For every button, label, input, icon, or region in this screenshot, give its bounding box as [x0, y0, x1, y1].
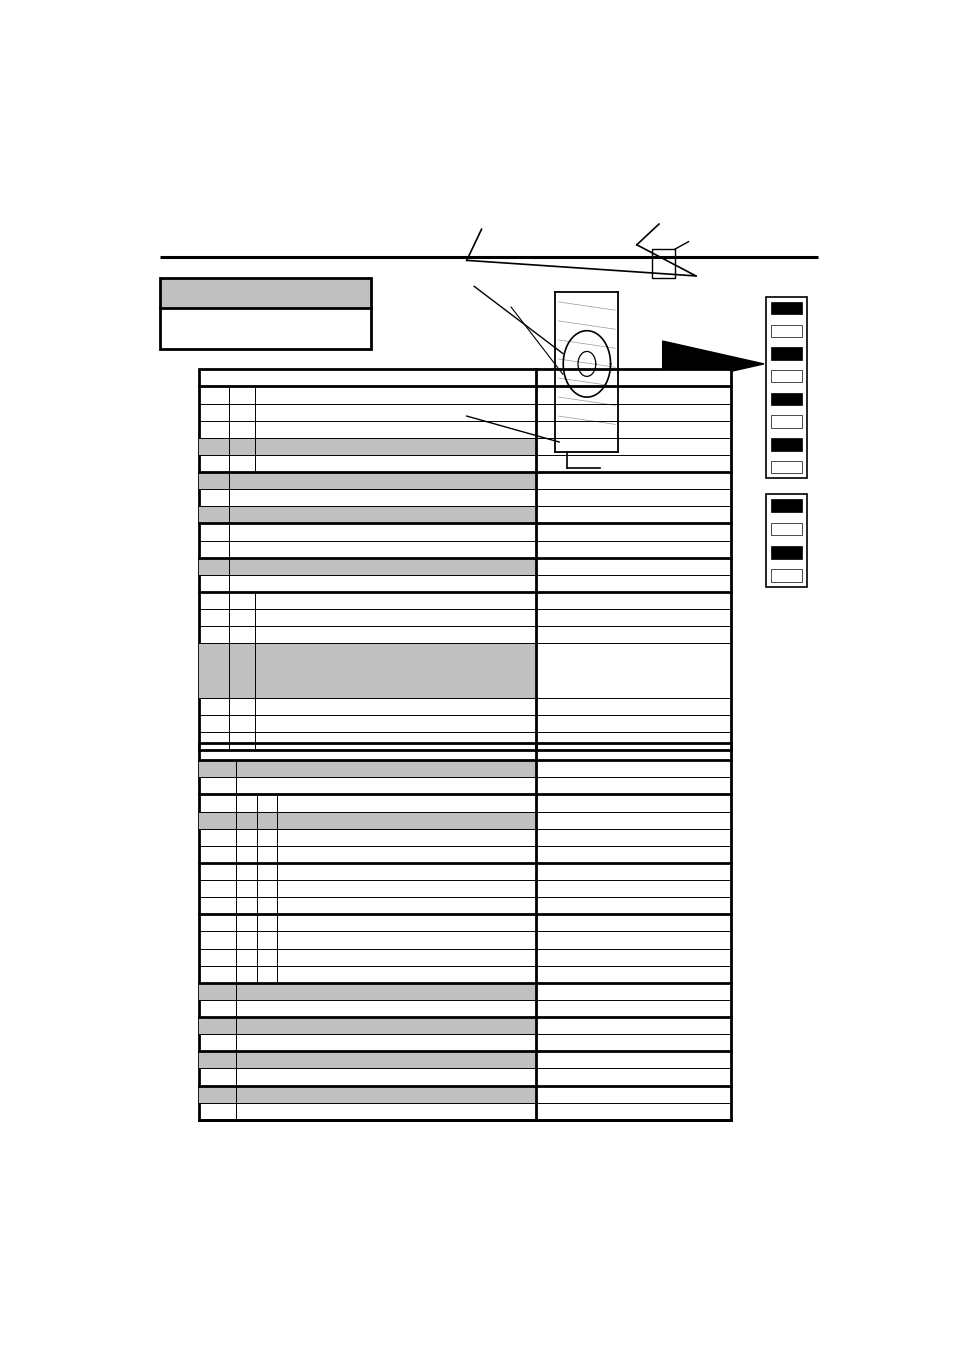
Bar: [199, 1085, 535, 1103]
Bar: [770, 523, 801, 535]
Bar: [199, 1016, 535, 1034]
Bar: [770, 499, 801, 512]
Bar: [770, 461, 801, 473]
Bar: [770, 415, 801, 427]
Bar: [160, 278, 370, 349]
Bar: [765, 297, 806, 479]
Bar: [199, 369, 731, 749]
Bar: [770, 438, 801, 450]
Bar: [770, 369, 801, 383]
Bar: [770, 302, 801, 314]
Bar: [199, 743, 731, 1120]
Bar: [770, 569, 801, 582]
Polygon shape: [662, 341, 763, 387]
Bar: [651, 249, 675, 278]
Bar: [199, 507, 535, 523]
Bar: [770, 348, 801, 360]
Bar: [770, 325, 801, 337]
Bar: [199, 760, 535, 778]
Bar: [199, 1051, 535, 1069]
Bar: [765, 493, 806, 588]
Bar: [199, 558, 535, 574]
Bar: [770, 392, 801, 406]
Bar: [199, 438, 535, 456]
Bar: [199, 983, 535, 1000]
Bar: [199, 472, 535, 489]
Bar: [199, 643, 535, 698]
Bar: [160, 278, 370, 307]
Bar: [199, 811, 535, 829]
Bar: [770, 546, 801, 558]
